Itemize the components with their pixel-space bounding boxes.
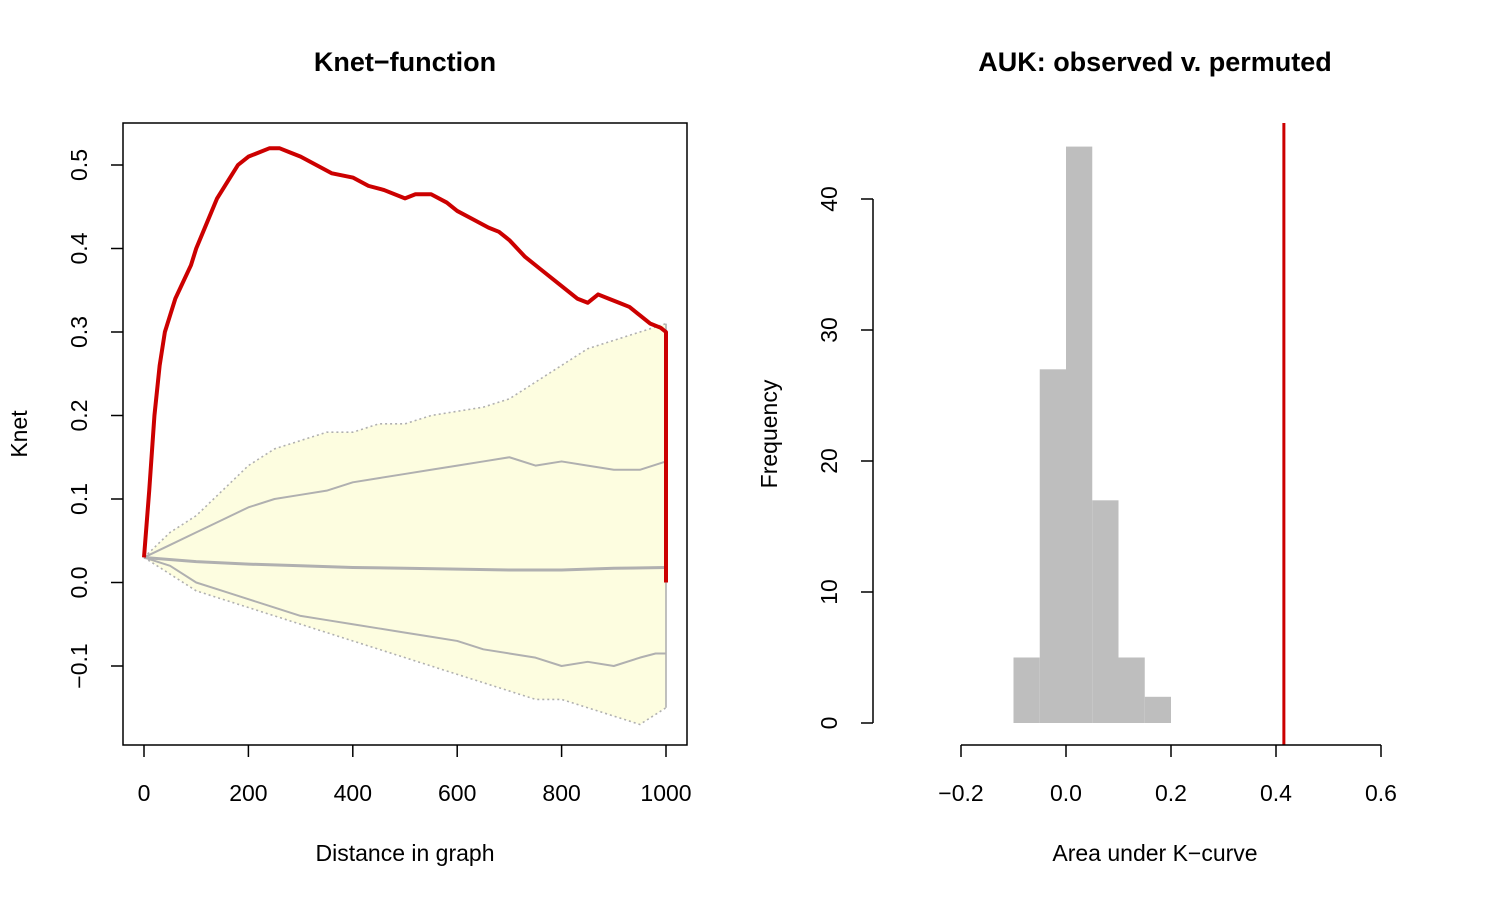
x-tick-label: 800: [542, 780, 580, 806]
knet-x-axis: 0 200 400 600 800 1000: [138, 745, 692, 806]
x-tick-label: 0.4: [1260, 780, 1292, 806]
knet-plot-frame: [122, 122, 688, 746]
envelope-upper-line: [143, 322, 667, 559]
knet-x-axis-label: Distance in graph: [316, 840, 495, 866]
x-tick-label: −0.2: [938, 780, 983, 806]
histogram-bar: [1144, 696, 1171, 723]
y-tick-label: 0.4: [66, 232, 92, 264]
knet-y-axis: −0.1 0.0 0.1 0.2 0.3 0.4 0.5: [66, 149, 123, 689]
x-tick-label: 0: [138, 780, 151, 806]
x-tick-label: 0.2: [1155, 780, 1187, 806]
y-tick-label: 0: [816, 717, 842, 730]
auk-chart: AUK: observed v. permuted −0.2 0.0 0.2 0.4 0…: [756, 47, 1397, 866]
auk-plot-area: [1013, 123, 1286, 745]
auk-x-axis: −0.2 0.0 0.2 0.4 0.6: [938, 744, 1397, 806]
knet-chart: Knet−function 0 200 400 600 800 1000 −0.1 0.0 0…: [6, 47, 692, 866]
y-tick-label: 0.1: [66, 483, 92, 515]
histogram-bar: [1092, 500, 1119, 723]
x-tick-label: 600: [438, 780, 476, 806]
y-tick-label: 0.5: [66, 149, 92, 181]
histogram-bar: [1066, 146, 1093, 724]
permuted-lower-quantile-line: [143, 556, 666, 667]
y-tick-label: 30: [816, 317, 842, 343]
x-tick-label: 400: [334, 780, 372, 806]
auk-chart-title: AUK: observed v. permuted: [978, 47, 1332, 77]
observed-line: [142, 146, 668, 583]
auk-x-axis-label: Area under K−curve: [1052, 840, 1257, 866]
y-tick-label: 40: [816, 186, 842, 212]
x-tick-label: 200: [229, 780, 267, 806]
envelope-lower-line: [143, 556, 667, 726]
x-tick-label: 0.0: [1050, 780, 1082, 806]
y-tick-label: −0.1: [66, 643, 92, 688]
knet-y-axis-label: Knet: [6, 410, 32, 458]
histogram-bar: [1013, 657, 1040, 723]
knet-chart-title: Knet−function: [314, 47, 496, 77]
permuted-upper-quantile-line: [143, 456, 667, 559]
y-tick-label: 0.2: [66, 400, 92, 432]
envelope-band: [144, 323, 666, 725]
y-tick-label: 0.3: [66, 316, 92, 348]
histogram-bar: [1118, 657, 1145, 723]
auk-y-axis: 0 10 20 30 40: [816, 186, 874, 730]
auk-y-axis-label: Frequency: [756, 379, 782, 488]
x-tick-label: 0.6: [1365, 780, 1397, 806]
y-tick-label: 10: [816, 579, 842, 605]
y-tick-label: 20: [816, 448, 842, 474]
permuted-median-line: [143, 555, 667, 572]
y-tick-label: 0.0: [66, 567, 92, 599]
histogram-bar: [1039, 369, 1066, 723]
knet-plot-area: [142, 146, 668, 726]
x-tick-label: 1000: [640, 780, 691, 806]
